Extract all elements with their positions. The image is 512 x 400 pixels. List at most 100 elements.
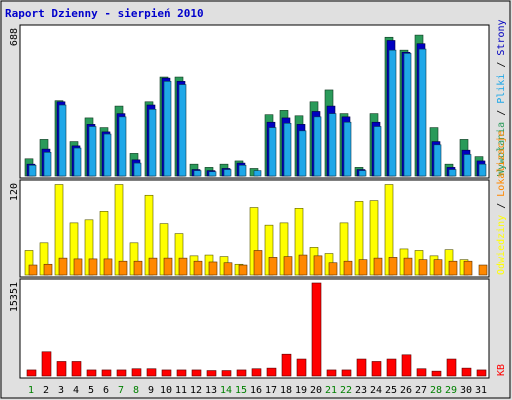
top-files-bar bbox=[193, 170, 202, 177]
bottom-kbytes-bar bbox=[131, 368, 142, 377]
middle-sites-bar bbox=[148, 257, 158, 276]
bottom-kbytes-bar bbox=[311, 282, 322, 377]
bottom-kbytes-bar bbox=[446, 358, 457, 377]
bottom-kbytes-bar bbox=[371, 361, 382, 377]
legend-entry: Wywołania bbox=[496, 122, 507, 176]
middle-ymax-label: 120 bbox=[9, 183, 20, 201]
bottom-kbytes-bar bbox=[26, 369, 37, 377]
middle-sites-bar bbox=[343, 260, 353, 276]
middle-sites-bar bbox=[118, 260, 128, 276]
top-files-bar bbox=[133, 162, 142, 177]
legend-bot-text: KB bbox=[496, 364, 507, 376]
bottom-kbytes-bar bbox=[101, 369, 112, 377]
middle-sites-bar bbox=[298, 254, 308, 276]
top-files-bar bbox=[178, 84, 187, 177]
top-files-bar bbox=[118, 116, 127, 177]
top-files-bar bbox=[328, 113, 337, 177]
top-files-bar bbox=[28, 164, 37, 177]
day-labels: 1 2 3 4 5 6 7 8 9 10 11 12 13 14 15 16 17 18 19 20 21 22 23 24 2… bbox=[28, 385, 487, 396]
day-label: 15 bbox=[235, 385, 247, 396]
middle-sites-bar bbox=[43, 263, 53, 276]
day-label: 16 bbox=[250, 385, 262, 396]
day-label: 31 bbox=[475, 385, 487, 396]
bottom-bars bbox=[26, 282, 487, 377]
middle-sites-bar bbox=[178, 257, 188, 276]
bottom-kbytes-bar bbox=[251, 368, 262, 377]
middle-sites-bar bbox=[253, 250, 263, 276]
top-files-bar bbox=[373, 126, 382, 177]
bottom-kbytes-bar bbox=[116, 369, 127, 377]
middle-sites-bar bbox=[73, 258, 83, 276]
middle-sites-bar bbox=[433, 259, 443, 276]
middle-sites-bar bbox=[448, 260, 458, 276]
top-files-bar bbox=[58, 104, 67, 177]
legend-entry: Lokalizacje bbox=[496, 130, 507, 196]
top-files-bar bbox=[73, 147, 82, 177]
day-label: 28 bbox=[430, 385, 442, 396]
top-panel: 688 bbox=[9, 24, 490, 179]
day-label: 2 bbox=[43, 385, 49, 396]
day-label: 18 bbox=[280, 385, 292, 396]
bottom-kbytes-bar bbox=[296, 358, 307, 377]
bottom-kbytes-bar bbox=[401, 354, 412, 377]
day-label: 20 bbox=[310, 385, 322, 396]
top-files-bar bbox=[448, 169, 457, 177]
bottom-kbytes-bar bbox=[176, 369, 187, 377]
top-files-bar bbox=[343, 121, 352, 177]
legend-entry: Pliki bbox=[496, 74, 507, 104]
legend-bottom: KB bbox=[496, 364, 507, 376]
bottom-kbytes-bar bbox=[221, 370, 232, 377]
middle-sites-bar bbox=[103, 258, 113, 276]
bottom-panel: 15351 bbox=[9, 278, 490, 379]
legend-entry: Strony bbox=[496, 19, 507, 55]
middle-sites-bar bbox=[328, 262, 338, 276]
day-label: 27 bbox=[415, 385, 427, 396]
middle-sites-bar bbox=[238, 264, 248, 276]
day-label: 1 bbox=[28, 385, 34, 396]
bottom-kbytes-bar bbox=[266, 367, 277, 377]
day-label: 13 bbox=[205, 385, 217, 396]
middle-sites-bar bbox=[268, 257, 278, 276]
middle-sites-bar bbox=[163, 257, 173, 276]
day-label: 9 bbox=[148, 385, 154, 396]
bottom-kbytes-bar bbox=[146, 368, 157, 377]
middle-sites-bar bbox=[463, 260, 473, 276]
legend-entry: KB bbox=[496, 364, 507, 376]
legend-separator: / bbox=[496, 197, 507, 215]
day-label: 14 bbox=[220, 385, 232, 396]
bottom-kbytes-bar bbox=[386, 358, 397, 377]
middle-sites-bar bbox=[313, 255, 323, 276]
middle-bars bbox=[24, 184, 488, 276]
top-files-bar bbox=[208, 171, 217, 177]
top-files-bar bbox=[478, 163, 487, 177]
bottom-ymax-label: 15351 bbox=[9, 282, 20, 312]
chart-title: Raport Dzienny - sierpień 2010 bbox=[5, 7, 204, 20]
middle-sites-bar bbox=[403, 257, 413, 276]
top-files-bar bbox=[148, 109, 157, 177]
legend-entry: Odwiedziny bbox=[496, 215, 507, 275]
top-ymax-label: 688 bbox=[9, 28, 20, 46]
day-label: 12 bbox=[190, 385, 202, 396]
bottom-kbytes-bar bbox=[86, 369, 97, 377]
legend-middle: Odwiedziny / Lokalizacje bbox=[496, 130, 507, 275]
top-files-bar bbox=[418, 48, 427, 177]
top-files-bar bbox=[298, 130, 307, 177]
legend-separator: / bbox=[496, 56, 507, 74]
middle-sites-bar bbox=[388, 257, 398, 276]
day-label: 11 bbox=[175, 385, 187, 396]
middle-sites-bar bbox=[133, 260, 143, 276]
bottom-kbytes-bar bbox=[56, 361, 67, 377]
top-files-bar bbox=[463, 154, 472, 177]
bottom-kbytes-bar bbox=[326, 369, 337, 377]
bottom-kbytes-bar bbox=[281, 353, 292, 377]
day-label: 8 bbox=[133, 385, 139, 396]
bottom-kbytes-bar bbox=[461, 367, 472, 377]
top-files-bar bbox=[223, 169, 232, 177]
top-files-bar bbox=[163, 81, 172, 177]
middle-sites-bar bbox=[358, 259, 368, 276]
middle-sites-bar bbox=[28, 264, 38, 276]
bottom-kbytes-bar bbox=[356, 358, 367, 377]
bottom-kbytes-bar bbox=[161, 369, 172, 377]
